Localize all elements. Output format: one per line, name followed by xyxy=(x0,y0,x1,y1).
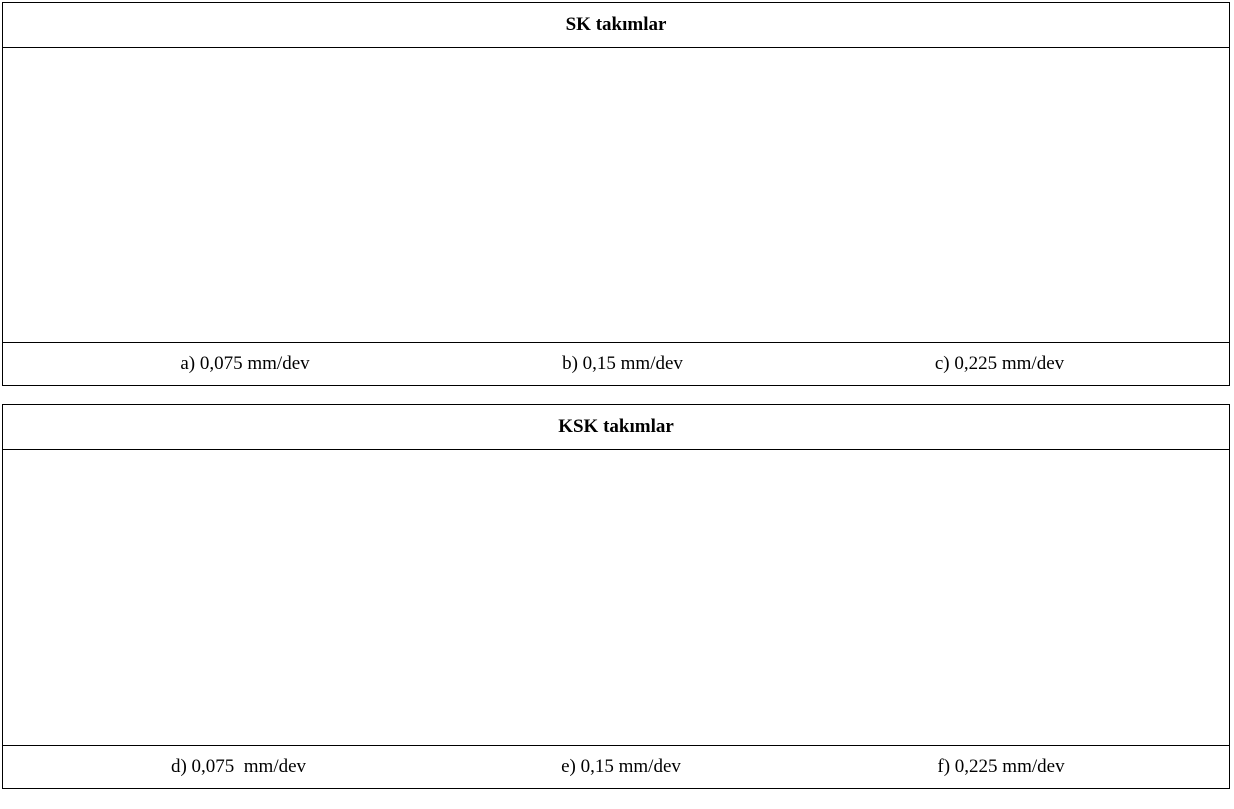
panel-title: KSK takımlar xyxy=(3,405,1229,450)
caption: f) 0,225 mm/dev xyxy=(811,746,1191,788)
caption: a) 0,075 mm/dev xyxy=(56,343,434,385)
caption: b) 0,15 mm/dev xyxy=(434,343,811,385)
caption: c) 0,225 mm/dev xyxy=(811,343,1188,385)
caption: e) 0,15 mm/dev xyxy=(431,746,811,788)
caption: d) 0,075 mm/dev xyxy=(46,746,431,788)
figure: SK takımlar a) 0,075 mm/devb) 0,15 mm/dev… xyxy=(0,0,1234,809)
panel-title: SK takımlar xyxy=(3,3,1229,48)
